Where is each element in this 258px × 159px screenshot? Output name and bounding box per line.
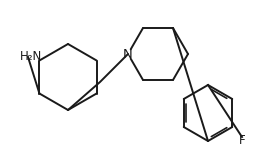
- Text: H₂N: H₂N: [20, 51, 42, 63]
- Text: N: N: [123, 48, 133, 61]
- Text: F: F: [239, 135, 245, 148]
